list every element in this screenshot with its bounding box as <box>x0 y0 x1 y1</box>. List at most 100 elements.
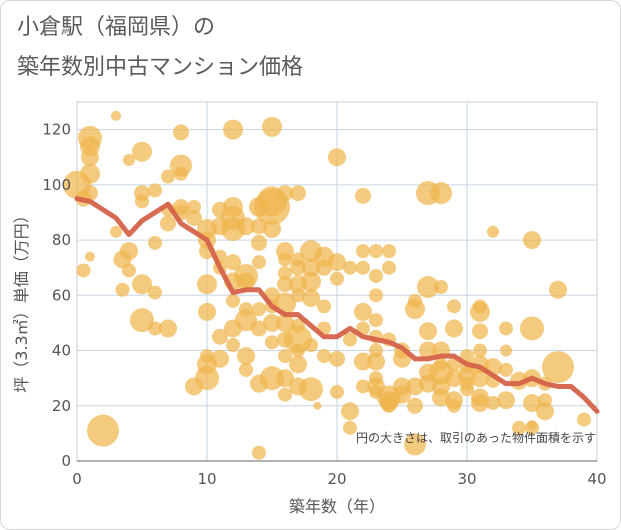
bubble-point <box>369 244 383 259</box>
bubble-point <box>356 244 370 259</box>
bubble-point <box>278 252 292 267</box>
bubble-point <box>85 251 95 262</box>
bubble-point <box>472 323 488 340</box>
x-tick-label: 20 <box>327 470 346 488</box>
bubble-point <box>447 299 461 314</box>
bubble-point <box>277 185 293 202</box>
bubble-point <box>290 185 306 202</box>
bubble-point <box>187 199 201 214</box>
bubble-point <box>302 258 320 277</box>
y-tick-label: 80 <box>52 231 71 249</box>
bubble-point <box>159 319 177 338</box>
bubble-point <box>135 194 149 209</box>
y-axis-label: 坪（3.3㎡）単価（万円） <box>12 207 31 392</box>
bubble-point <box>341 402 359 421</box>
bubble-point <box>330 384 344 399</box>
x-tick-label: 10 <box>197 470 216 488</box>
bubble-point <box>130 308 154 333</box>
bubble-point <box>132 141 152 162</box>
bubble-point <box>82 185 98 202</box>
bubble-point <box>369 313 383 328</box>
bubble-point <box>290 259 306 276</box>
chart-title-line2: 築年数別中古マンション価格 <box>17 55 304 80</box>
bubble-point <box>278 266 292 281</box>
bubble-point <box>355 187 371 204</box>
y-tick-label: 20 <box>52 397 71 415</box>
bubble-point <box>497 391 515 410</box>
bubble-point <box>405 299 425 320</box>
bubble-point <box>369 288 383 303</box>
bubble-point <box>499 362 513 377</box>
bubble-point <box>223 119 243 140</box>
bubble-point <box>382 244 396 259</box>
bubble-point <box>343 332 357 347</box>
bubble-point <box>132 274 152 295</box>
bubble-point <box>265 335 279 350</box>
bubble-point <box>328 253 346 272</box>
bubble-point <box>525 420 539 435</box>
bubble-point <box>225 254 241 271</box>
bubble-point <box>235 309 257 332</box>
bubble-point <box>122 263 136 278</box>
bubble-point <box>470 301 490 322</box>
bubble-point <box>417 276 439 299</box>
bubble-point <box>404 433 426 456</box>
bubble-point <box>237 217 255 236</box>
bubble-point <box>434 280 448 295</box>
bubble-point <box>301 271 321 292</box>
bubble-point <box>111 110 121 121</box>
trend-line-series <box>74 196 600 414</box>
bubble-point <box>328 148 346 167</box>
bubble-point <box>500 344 512 357</box>
bubble-point <box>262 116 282 137</box>
bubble-point <box>276 369 294 388</box>
bubble-point <box>419 322 437 341</box>
bubble-point <box>471 369 489 388</box>
bubble-point <box>87 414 119 447</box>
size-annotation: 円の大きさは、取引のあった物件面積を示す <box>356 430 596 445</box>
bubble-point <box>471 394 489 413</box>
bubble-point <box>460 382 474 397</box>
bubble-point <box>278 387 292 402</box>
bubble-point <box>148 183 162 198</box>
bubble-point <box>161 169 175 184</box>
bubble-point <box>354 302 372 321</box>
bubble-point <box>277 276 293 293</box>
bubble-point <box>419 341 437 360</box>
bubble-point <box>354 352 372 371</box>
bubble-point <box>276 313 294 332</box>
bubble-point <box>549 280 567 299</box>
bubble-point <box>251 320 267 337</box>
bubble-point <box>356 379 370 394</box>
bubble-point <box>212 328 228 345</box>
bubble-point <box>115 282 130 297</box>
bubble-point <box>523 231 541 250</box>
chart-title-line1: 小倉駅（福岡県）の <box>17 15 216 40</box>
bubble-point <box>486 396 500 411</box>
bubble-point <box>520 316 544 341</box>
bubble-point <box>263 220 281 239</box>
bubble-point <box>330 271 344 286</box>
bubble-point <box>237 347 255 366</box>
x-axis-label: 築年数（年） <box>289 497 385 516</box>
bubble-point <box>197 274 217 295</box>
bubble-point <box>289 355 307 374</box>
bubble-point <box>148 235 162 250</box>
bubble-point <box>226 338 240 353</box>
bubble-point <box>251 234 267 251</box>
bubble-point <box>173 124 189 141</box>
x-tick-label: 0 <box>72 470 82 488</box>
x-tick-label: 40 <box>587 470 606 488</box>
bubble-point <box>313 401 322 410</box>
bubble-point <box>299 377 323 402</box>
bubble-point <box>291 288 305 303</box>
bubble-point <box>317 299 331 314</box>
bubble-point <box>81 148 99 167</box>
bubble-point <box>211 349 229 368</box>
bubble-point <box>369 268 383 283</box>
y-tick-label: 60 <box>52 286 71 304</box>
y-tick-label: 40 <box>52 342 71 360</box>
bubble-point <box>512 420 526 435</box>
bubble-series <box>63 110 591 460</box>
bubble-point <box>120 242 138 261</box>
